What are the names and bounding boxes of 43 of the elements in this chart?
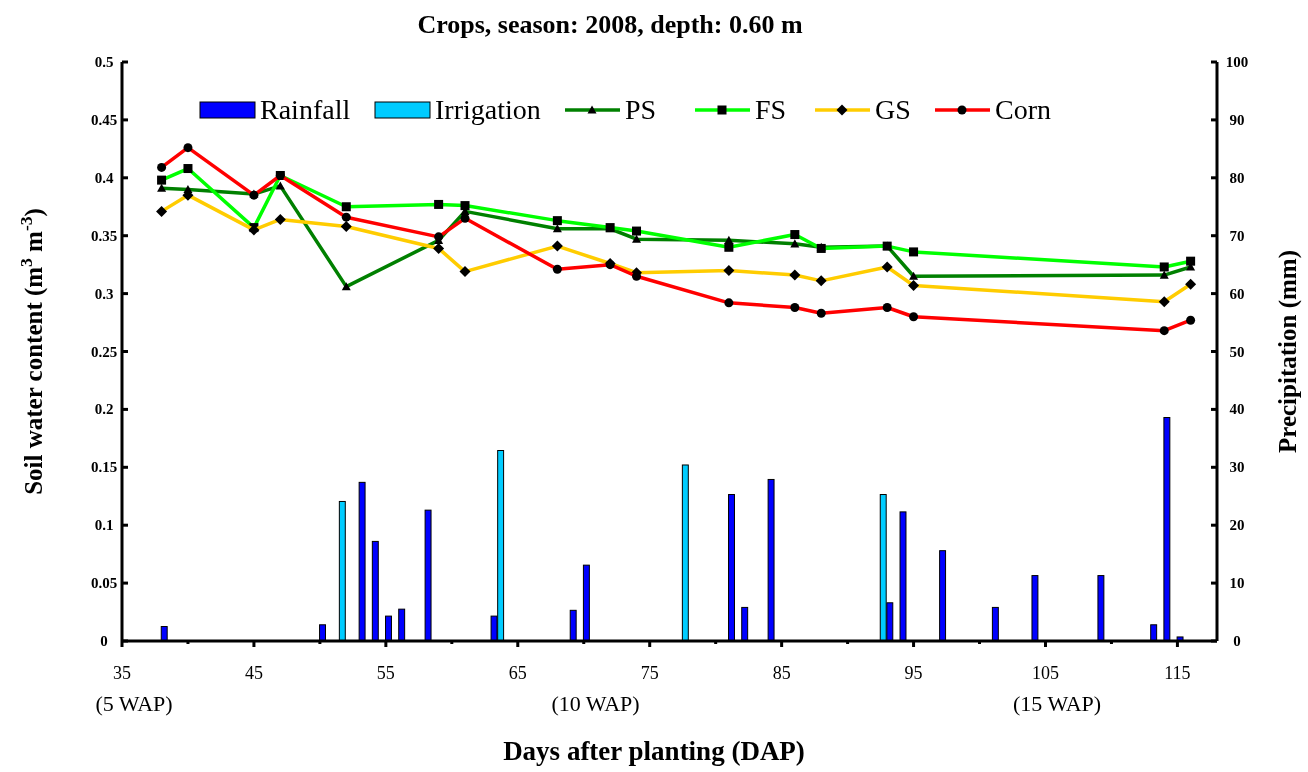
y2-axis-title: Precipitation (mm) (1274, 250, 1302, 453)
x-tick-label: 45 (244, 663, 263, 683)
text: (5 WAP) (95, 691, 173, 716)
chart-title: Crops, season: 2008, depth: 0.60 m (417, 10, 803, 39)
y-tick-label: 0.15 (90, 459, 118, 476)
text: (15 WAP) (1012, 691, 1102, 716)
x-tick-label: 35 (113, 663, 131, 683)
legend-label: Corn (995, 94, 1051, 125)
y2-tick-label: 30 (1229, 459, 1245, 476)
y2-tick-label: 10 (1229, 575, 1245, 592)
y2-tick-label: 90 (1229, 111, 1245, 128)
y-tick-label: 0.2 (94, 401, 114, 418)
x-tick-label: 85 (772, 663, 791, 683)
x-tick-label: 105 (1031, 663, 1059, 683)
y-tick-label: 0.35 (90, 227, 118, 244)
x-tick-label: 95 (904, 663, 923, 683)
x-tick-label: 115 (1164, 663, 1191, 683)
y-tick-label: 0.3 (94, 285, 114, 302)
legend-label: GS (875, 94, 911, 125)
legend-label: Rainfall (260, 94, 351, 125)
x-tick-label: 55 (376, 663, 395, 683)
y-tick-label: 0 (100, 633, 108, 649)
text: (10 WAP) (551, 691, 640, 716)
y-tick-label: 0.4 (94, 169, 114, 186)
y-tick-label: 0.45 (90, 111, 118, 128)
y2-tick-label: 70 (1229, 227, 1245, 244)
y2-tick-label: 80 (1229, 169, 1245, 186)
y2-tick-label: 100 (1225, 54, 1249, 70)
legend-label: FS (755, 94, 787, 125)
y2-tick-label: 50 (1229, 343, 1245, 360)
legend-label: Irrigation (435, 94, 541, 125)
y2-tick-label: 20 (1229, 517, 1245, 534)
y-tick-label: 0.05 (90, 575, 118, 592)
y2-tick-label: 60 (1229, 285, 1245, 302)
y-tick-label: 0.5 (94, 54, 114, 70)
x-tick-label: 65 (508, 663, 527, 683)
y2-tick-label: 40 (1229, 401, 1245, 418)
x-axis-title: Days after planting (DAP) (503, 736, 805, 766)
y-tick-label: 0.1 (94, 517, 114, 534)
legend-label: PS (625, 94, 657, 125)
y2-tick-label: 0 (1233, 633, 1241, 649)
y-tick-label: 0.25 (90, 343, 118, 360)
x-tick-label: 75 (640, 663, 659, 683)
